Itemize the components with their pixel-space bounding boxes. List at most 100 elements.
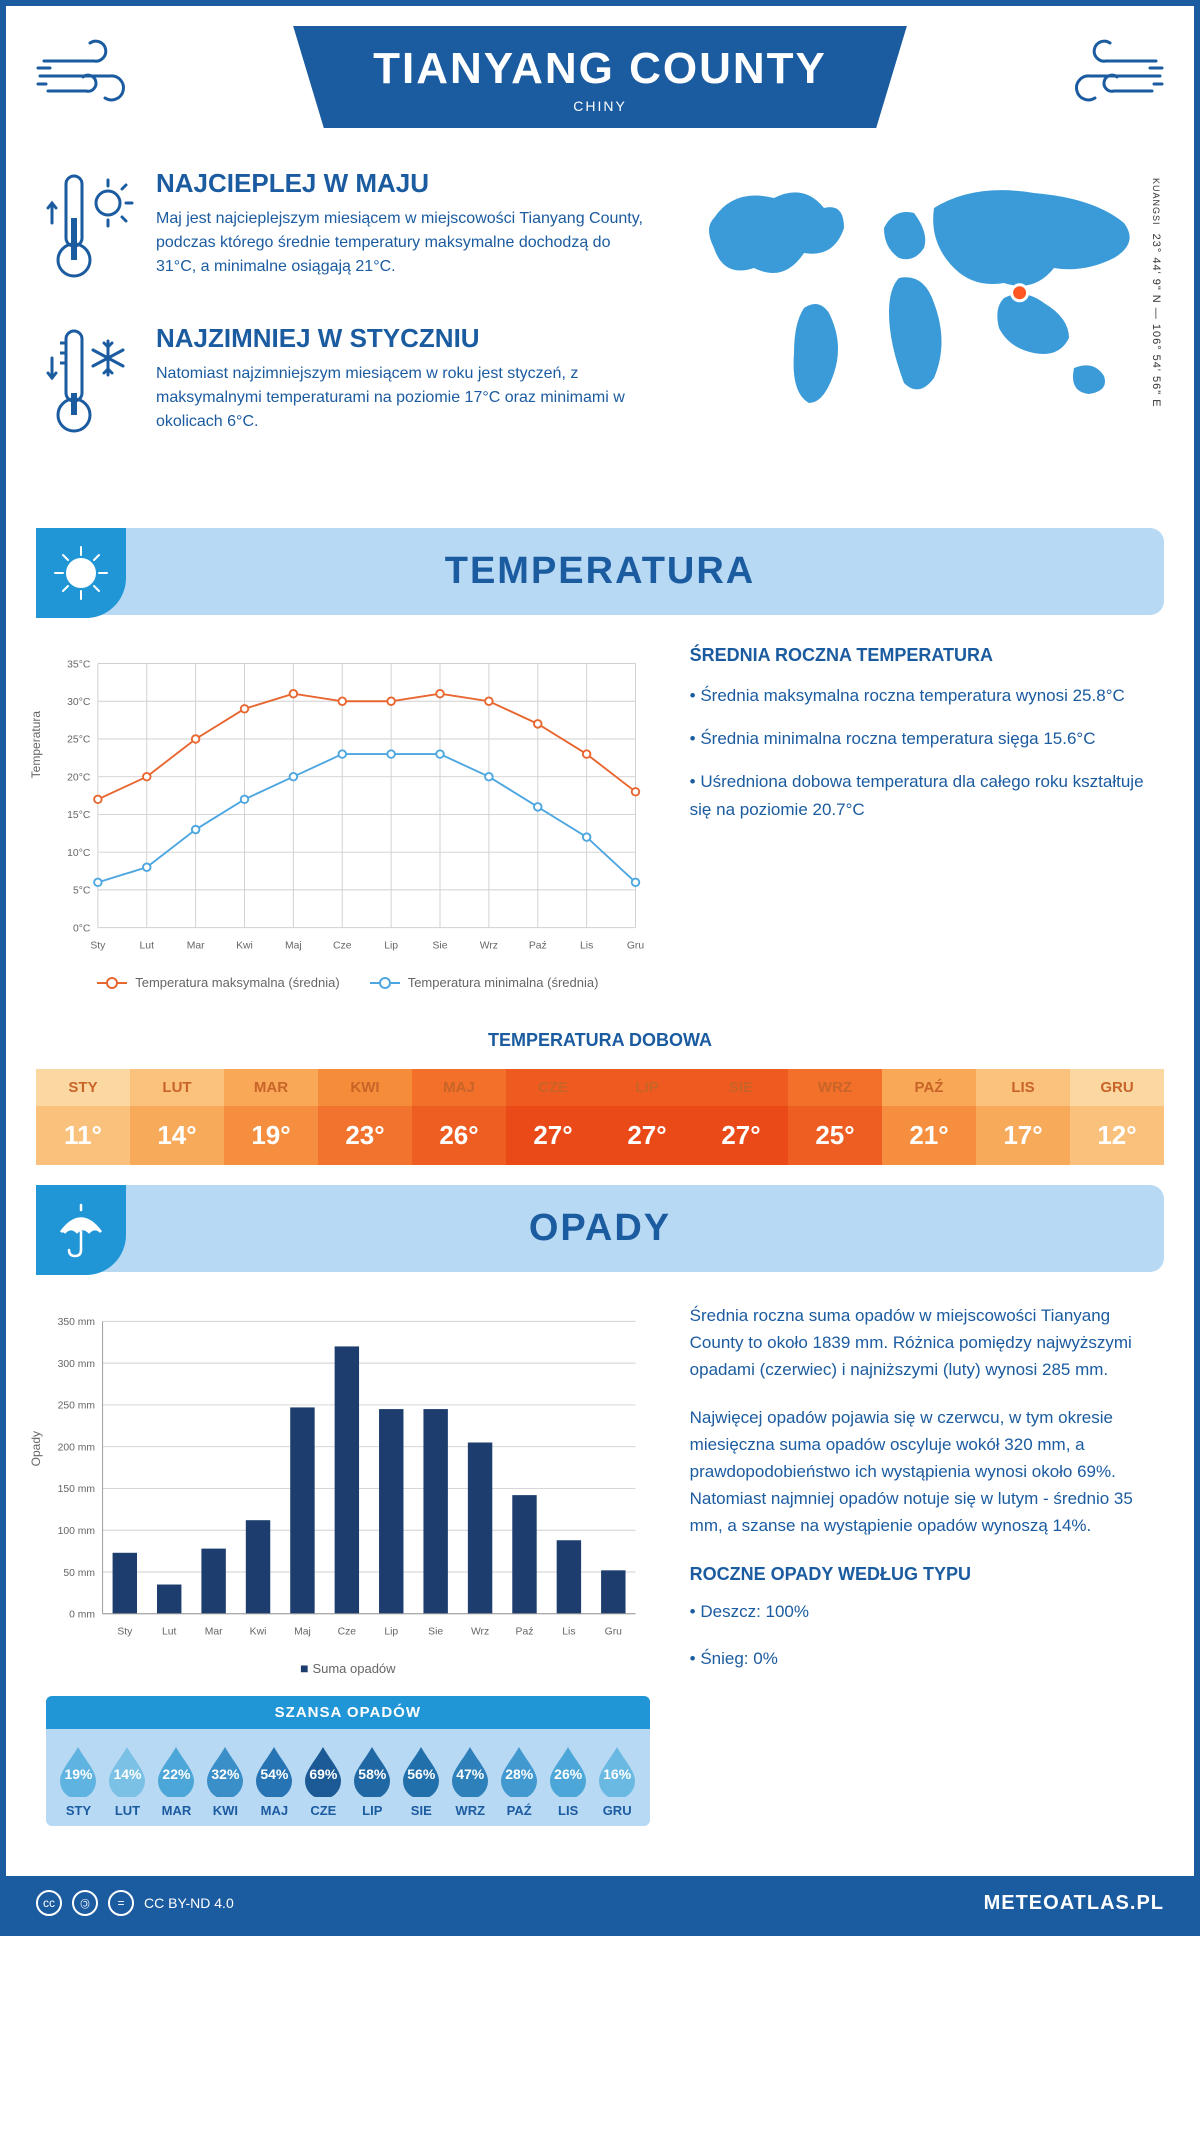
wind-icon [1054, 36, 1164, 121]
temp-legend: Temperatura maksymalna (średnia) Tempera… [46, 975, 650, 990]
temp-info-title: ŚREDNIA ROCZNA TEMPERATURA [690, 645, 1154, 666]
raindrop-icon: 19% [56, 1743, 100, 1797]
precip-y-axis-label: Opady [29, 1431, 43, 1466]
svg-text:Lip: Lip [384, 1627, 398, 1638]
raindrop-icon: 32% [203, 1743, 247, 1797]
daily-temp-title: TEMPERATURA DOBOWA [6, 1030, 1194, 1051]
temp-table-cell: GRU 12° [1070, 1069, 1164, 1165]
svg-text:Wrz: Wrz [471, 1627, 489, 1638]
chance-cell: 16% GRU [593, 1743, 642, 1818]
thermometer-sun-icon [46, 168, 136, 293]
temp-table-cell: LUT 14° [130, 1069, 224, 1165]
map-marker [1012, 285, 1028, 301]
svg-text:Maj: Maj [294, 1627, 311, 1638]
by-icon: 🄯 [72, 1890, 98, 1916]
chance-cell: 56% SIE [397, 1743, 446, 1818]
chance-cell: 47% WRZ [446, 1743, 495, 1818]
svg-text:Kwi: Kwi [236, 940, 253, 951]
svg-text:25°C: 25°C [67, 735, 91, 746]
raindrop-icon: 69% [301, 1743, 345, 1797]
svg-text:350 mm: 350 mm [58, 1317, 95, 1328]
temp-y-axis-label: Temperatura [29, 711, 43, 778]
coordinates: KUANGSI 23° 44' 9" N — 106° 54' 56" E [1150, 178, 1162, 408]
raindrop-icon: 47% [448, 1743, 492, 1797]
raindrop-icon: 22% [154, 1743, 198, 1797]
daily-temp-table: STY 11° LUT 14° MAR 19° KWI 23° MAJ 26° … [36, 1069, 1164, 1165]
raindrop-icon: 14% [105, 1743, 149, 1797]
chance-cell: 14% LUT [103, 1743, 152, 1818]
svg-text:Lut: Lut [140, 940, 155, 951]
svg-text:0°C: 0°C [73, 923, 91, 934]
precip-legend: Suma opadów [46, 1660, 650, 1676]
temp-table-cell: CZE 27° [506, 1069, 600, 1165]
precipitation-title: OPADY [36, 1207, 1164, 1250]
license-text: CC BY-ND 4.0 [144, 1895, 234, 1911]
precip-p2: Najwięcej opadów pojawia się w czerwcu, … [690, 1404, 1154, 1540]
svg-text:35°C: 35°C [67, 659, 91, 670]
raindrop-icon: 16% [595, 1743, 639, 1797]
page-header: TIANYANG COUNTY CHINY [6, 6, 1194, 138]
temp-table-cell: LIP 27° [600, 1069, 694, 1165]
svg-text:Cze: Cze [333, 940, 352, 951]
cc-icon: cc [36, 1890, 62, 1916]
svg-text:0 mm: 0 mm [69, 1610, 95, 1621]
coldest-text: Natomiast najzimniejszym miesiącem w rok… [156, 362, 644, 434]
temp-table-cell: KWI 23° [318, 1069, 412, 1165]
raindrop-icon: 54% [252, 1743, 296, 1797]
temp-table-cell: SIE 27° [694, 1069, 788, 1165]
svg-text:100 mm: 100 mm [58, 1526, 95, 1537]
yearly-bullet: • Deszcz: 100% [690, 1598, 1154, 1625]
temperature-summary: ŚREDNIA ROCZNA TEMPERATURA • Średnia mak… [690, 645, 1154, 990]
temp-table-cell: PAŹ 21° [882, 1069, 976, 1165]
svg-text:Sty: Sty [117, 1627, 133, 1638]
temperature-title: TEMPERATURA [36, 550, 1164, 593]
page-title: TIANYANG COUNTY [373, 44, 827, 94]
world-map [674, 168, 1154, 428]
svg-text:Lip: Lip [384, 940, 398, 951]
site-name: METEOATLAS.PL [984, 1892, 1164, 1915]
page-subtitle: CHINY [373, 98, 827, 114]
sun-icon [36, 528, 126, 618]
coldest-title: NAJZIMNIEJ W STYCZNIU [156, 323, 644, 354]
svg-text:5°C: 5°C [73, 886, 91, 897]
svg-text:Mar: Mar [187, 940, 205, 951]
svg-text:Sie: Sie [433, 940, 448, 951]
svg-text:Gru: Gru [605, 1627, 623, 1638]
svg-text:Mar: Mar [205, 1627, 223, 1638]
svg-text:Lis: Lis [580, 940, 593, 951]
warmest-text: Maj jest najcieplejszym miesiącem w miej… [156, 207, 644, 279]
temperature-section-header: TEMPERATURA [36, 528, 1164, 615]
raindrop-icon: 56% [399, 1743, 443, 1797]
wind-icon [36, 36, 146, 121]
precip-p1: Średnia roczna suma opadów w miejscowośc… [690, 1302, 1154, 1384]
svg-text:20°C: 20°C [67, 772, 91, 783]
temp-table-cell: MAJ 26° [412, 1069, 506, 1165]
precip-chance-table: SZANSA OPADÓW 19% STY 14% LUT 22% MAR [46, 1696, 650, 1826]
svg-text:Sie: Sie [428, 1627, 443, 1638]
chance-title: SZANSA OPADÓW [46, 1696, 650, 1729]
temp-table-cell: LIS 17° [976, 1069, 1070, 1165]
page-footer: cc 🄯 = CC BY-ND 4.0 METEOATLAS.PL [6, 1876, 1194, 1930]
svg-text:50 mm: 50 mm [63, 1568, 95, 1579]
chance-cell: 26% LIS [544, 1743, 593, 1818]
chance-cell: 28% PAŹ [495, 1743, 544, 1818]
temp-table-cell: WRZ 25° [788, 1069, 882, 1165]
svg-text:30°C: 30°C [67, 697, 91, 708]
svg-text:Cze: Cze [338, 1627, 357, 1638]
raindrop-icon: 28% [497, 1743, 541, 1797]
thermometer-snow-icon [46, 323, 136, 448]
svg-text:Lis: Lis [562, 1627, 575, 1638]
raindrop-icon: 58% [350, 1743, 394, 1797]
svg-text:Kwi: Kwi [250, 1627, 267, 1638]
chance-cell: 22% MAR [152, 1743, 201, 1818]
temp-table-cell: MAR 19° [224, 1069, 318, 1165]
warmest-title: NAJCIEPLEJ W MAJU [156, 168, 644, 199]
warmest-block: NAJCIEPLEJ W MAJU Maj jest najcieplejszy… [46, 168, 644, 293]
temp-table-cell: STY 11° [36, 1069, 130, 1165]
chance-cell: 32% KWI [201, 1743, 250, 1818]
svg-text:10°C: 10°C [67, 848, 91, 859]
precipitation-section-header: OPADY [36, 1185, 1164, 1272]
precipitation-bar-chart: 0 mm50 mm100 mm150 mm200 mm250 mm300 mm3… [46, 1302, 650, 1652]
chance-cell: 69% CZE [299, 1743, 348, 1818]
svg-text:Paź: Paź [516, 1627, 534, 1638]
